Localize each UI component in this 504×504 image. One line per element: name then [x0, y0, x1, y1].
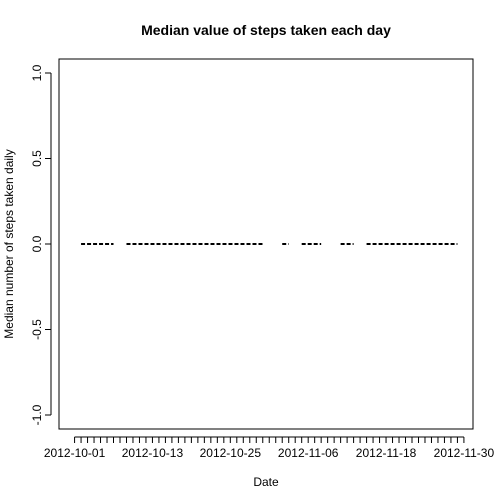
y-tick-label: 1.0 [30, 64, 44, 81]
x-tick-label: 2012-10-25 [200, 446, 262, 460]
y-tick-label: 0.5 [30, 150, 44, 167]
x-axis-label: Date [253, 475, 279, 489]
y-tick-label: 0.0 [30, 235, 44, 252]
x-tick-label: 2012-10-01 [44, 446, 106, 460]
x-axis: 2012-10-01 2012-10-13 2012-10-25 2012-11-06… [44, 436, 495, 460]
chart-title: Median value of steps taken each day [141, 22, 391, 38]
y-tick-label: -0.5 [30, 319, 44, 340]
x-tick-label: 2012-11-18 [356, 446, 417, 460]
y-axis-label: Median number of steps taken daily [2, 149, 16, 338]
x-tick-label: 2012-11-30 [434, 446, 495, 460]
y-axis: -1.0 -0.5 0.0 0.5 1.0 [30, 64, 52, 425]
x-tick-label: 2012-10-13 [122, 446, 184, 460]
x-tick-label: 2012-11-06 [278, 446, 339, 460]
y-tick-label: -1.0 [30, 404, 44, 425]
plot-frame [58, 58, 474, 430]
